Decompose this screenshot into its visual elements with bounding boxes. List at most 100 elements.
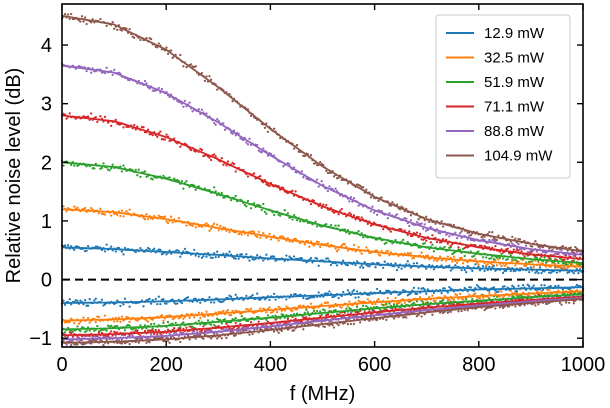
data-point [289, 293, 293, 297]
data-point [205, 329, 208, 332]
data-point [443, 295, 446, 298]
data-point [76, 299, 79, 303]
data-point [544, 265, 548, 268]
data-point [455, 261, 459, 264]
data-point [445, 259, 448, 262]
data-point [86, 316, 90, 320]
data-point [518, 238, 522, 241]
data-point [495, 238, 499, 242]
data-point [500, 290, 503, 293]
data-point [213, 153, 216, 156]
data-point [202, 325, 205, 328]
data-point [63, 303, 67, 306]
data-point [548, 257, 551, 260]
data-point [85, 329, 88, 332]
data-point [420, 299, 423, 303]
data-point [140, 126, 144, 129]
data-point [288, 255, 291, 258]
data-point [557, 261, 560, 265]
data-point [205, 112, 208, 115]
data-point [552, 261, 555, 264]
data-point [483, 235, 486, 238]
data-point [568, 270, 571, 274]
data-point [148, 247, 151, 251]
data-point [133, 36, 136, 39]
data-point [491, 231, 494, 234]
data-point [249, 207, 253, 210]
data-point [151, 133, 154, 137]
data-point [500, 252, 503, 256]
data-point [83, 16, 87, 19]
data-point [145, 213, 148, 216]
data-point [466, 261, 469, 264]
data-point [223, 128, 227, 132]
legend-label: 51.9 mW [484, 74, 545, 91]
data-point [477, 265, 480, 268]
data-point [398, 292, 402, 296]
data-point [128, 324, 131, 327]
data-point [179, 53, 182, 57]
data-point [366, 222, 369, 226]
data-point [337, 213, 340, 216]
data-point [139, 175, 142, 179]
data-point [431, 234, 434, 237]
data-point [208, 74, 211, 78]
data-point [90, 206, 93, 210]
data-point [263, 210, 267, 214]
data-point [509, 254, 512, 257]
data-point [528, 270, 531, 274]
data-point [245, 253, 248, 256]
data-point [483, 244, 486, 248]
data-point [248, 137, 251, 140]
data-point [120, 250, 124, 253]
data-point [561, 288, 565, 291]
data-point [213, 121, 216, 125]
data-point [145, 341, 148, 344]
data-point [337, 248, 340, 251]
data-point [122, 164, 125, 167]
data-point [326, 242, 330, 245]
data-point [422, 227, 425, 230]
data-point [262, 202, 265, 206]
data-point [454, 231, 457, 234]
data-point [492, 286, 496, 289]
data-point [136, 329, 139, 333]
data-point [142, 126, 145, 129]
data-point [159, 332, 162, 335]
data-point [179, 340, 182, 344]
data-point [515, 290, 519, 293]
data-point [326, 257, 330, 260]
data-point [423, 242, 426, 245]
data-point [544, 251, 548, 254]
data-point [180, 179, 184, 183]
data-point [260, 151, 263, 154]
legend-label: 32.5 mW [484, 50, 545, 67]
data-point [119, 320, 122, 323]
data-point [380, 249, 383, 253]
data-point [400, 303, 403, 306]
fit-line-3-lower [61, 295, 584, 337]
data-point [182, 331, 185, 334]
data-point [425, 239, 428, 242]
data-point [146, 128, 150, 131]
data-point [262, 147, 265, 150]
data-point [214, 123, 217, 126]
data-point [409, 219, 413, 222]
fit-line-0-upper [61, 246, 584, 272]
data-point [474, 243, 477, 247]
data-point [448, 235, 451, 238]
data-point [222, 122, 225, 125]
data-point [319, 310, 322, 313]
data-point [157, 42, 160, 45]
data-point [541, 246, 545, 249]
fit-line-2-upper [61, 161, 584, 265]
data-point [319, 245, 322, 249]
data-point [328, 185, 331, 188]
data-point [400, 228, 403, 231]
data-point [83, 299, 87, 302]
data-point [386, 249, 389, 253]
data-point [537, 303, 540, 306]
data-point [272, 255, 276, 258]
data-point [256, 235, 259, 239]
data-point [417, 287, 420, 290]
